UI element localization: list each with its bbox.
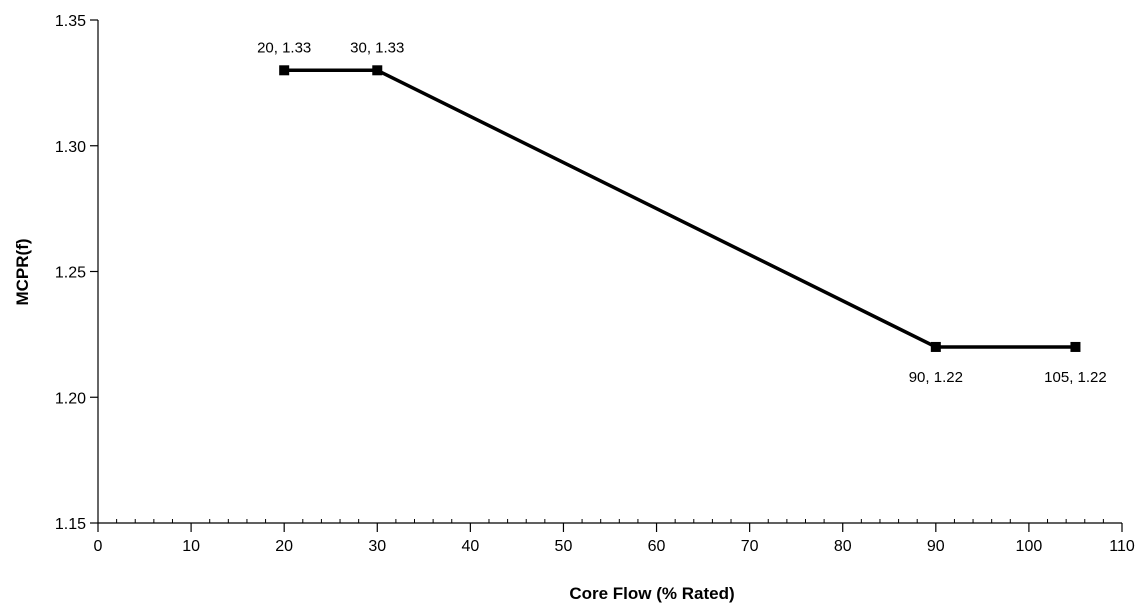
x-tick-label: 40 <box>461 538 479 555</box>
data-point-label: 20, 1.33 <box>257 39 311 56</box>
data-point-marker <box>1070 341 1081 352</box>
data-point-marker <box>279 65 290 76</box>
series-line <box>284 68 1076 349</box>
data-point-label: 90, 1.22 <box>909 369 963 386</box>
ticks: 1.15 1.20 1.25 1.30 1.35 0 10 20 30 40 50 60 70 80 90 1… <box>55 13 1135 555</box>
data-point-label: 30, 1.33 <box>350 39 404 56</box>
y-tick-label: 1.20 <box>55 390 86 407</box>
y-tick-label: 1.35 <box>55 13 86 30</box>
x-tick-label: 80 <box>834 538 852 555</box>
x-tick-label: 50 <box>555 538 573 555</box>
data-point-marker <box>930 341 941 352</box>
x-tick-label: 70 <box>741 538 759 555</box>
axes <box>97 20 1122 524</box>
x-tick-label: 90 <box>927 538 945 555</box>
y-tick-label: 1.15 <box>55 516 86 533</box>
x-tick-label: 60 <box>648 538 666 555</box>
data-point-label: 105, 1.22 <box>1044 369 1107 386</box>
x-tick-label: 20 <box>275 538 293 555</box>
x-tick-label: 100 <box>1016 538 1043 555</box>
series <box>279 65 1081 352</box>
y-tick-label: 1.25 <box>55 265 86 282</box>
data-point-marker <box>372 65 383 76</box>
data-labels: 20, 1.33 30, 1.33 90, 1.22 105, 1.22 <box>257 39 1107 386</box>
x-tick-label: 110 <box>1109 538 1135 555</box>
x-tick-label: 0 <box>94 538 103 555</box>
y-tick-label: 1.30 <box>55 139 86 156</box>
x-axis-title: Core Flow (% Rated) <box>569 584 734 603</box>
x-tick-label: 10 <box>182 538 200 555</box>
x-tick-label: 30 <box>368 538 386 555</box>
y-axis-title: MCPR(f) <box>13 238 32 305</box>
